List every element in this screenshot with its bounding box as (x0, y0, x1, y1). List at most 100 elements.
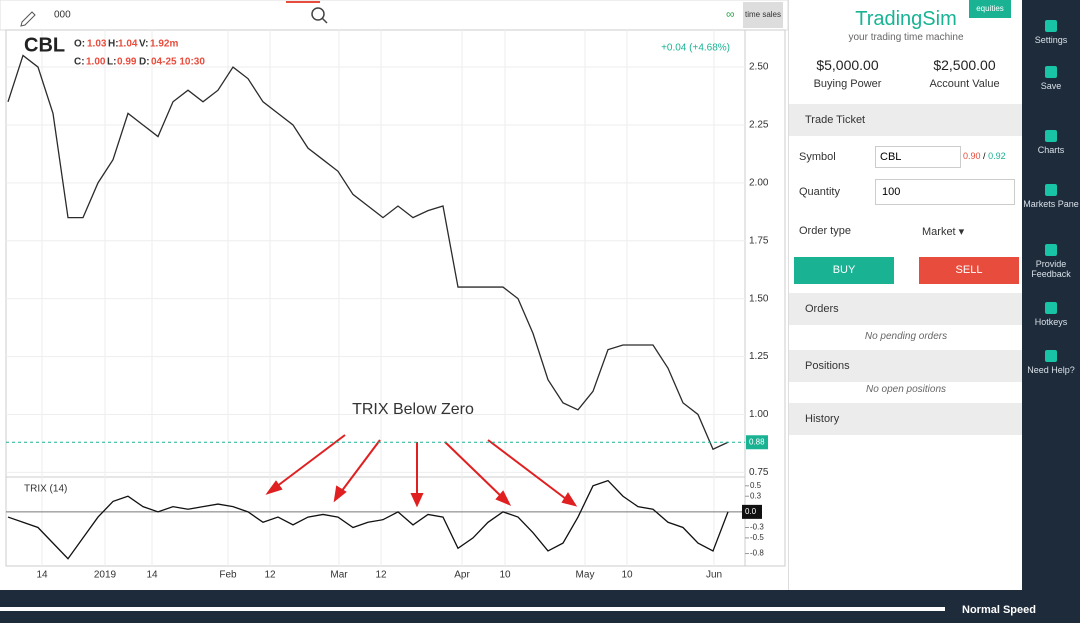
sidebar-label: Save (1040, 81, 1062, 91)
brand: TradingSim (855, 8, 957, 30)
x-tick-label: 10 (621, 570, 633, 581)
trix-tick-label: -0.3 (750, 523, 764, 532)
edit-icon[interactable] (20, 11, 36, 27)
section-title[interactable]: Orders (805, 303, 839, 315)
sidebar-icon (1045, 130, 1057, 142)
ohlc-label: O: (74, 39, 85, 50)
sidebar-icon (1045, 184, 1057, 196)
y-tick-label: 2.50 (749, 62, 769, 73)
empty-note: No open positions (865, 384, 947, 395)
trix-line (7, 479, 729, 560)
account-value: $2,500.00 (933, 57, 996, 73)
ohlc-label: D: (139, 57, 150, 68)
ohlc-label: V: (139, 39, 148, 50)
link-icon[interactable]: ∞ (726, 7, 735, 21)
y-tick-label: 2.25 (749, 120, 769, 131)
search-input[interactable]: 000 (54, 10, 71, 21)
trix-last-tag (742, 504, 762, 519)
ohlc-value: 1.92m (150, 39, 178, 50)
price-line (7, 54, 729, 451)
x-tick-label: May (576, 570, 595, 581)
x-tick-label: 12 (375, 570, 387, 581)
buying-power: $5,000.00 (816, 57, 879, 73)
x-tick-label: Feb (219, 570, 237, 581)
symbol-input[interactable]: CBL (875, 146, 961, 168)
price-change: +0.04 (+4.68%) (661, 43, 730, 54)
sidebar-item[interactable]: Hotkeys (1022, 302, 1080, 327)
ohlc-label: C: (74, 57, 85, 68)
y-tick-label: 1.50 (749, 293, 769, 304)
trix-tick-label: -0.5 (750, 533, 764, 542)
quantity-input[interactable]: 100 (875, 179, 1015, 205)
sidebar-icon (1045, 302, 1057, 314)
ohlc-value: 04-25 10:30 (151, 57, 205, 68)
x-tick-label: 14 (146, 570, 158, 581)
search-icon[interactable] (311, 7, 325, 21)
sidebar-item[interactable]: Save (1022, 66, 1080, 91)
separator: / (983, 151, 986, 161)
section-title[interactable]: History (805, 413, 840, 425)
section-title[interactable]: Trade Ticket (805, 114, 866, 126)
sell-button[interactable]: SELL (919, 257, 1019, 284)
annotation-arrows (265, 434, 578, 508)
sidebar-icon (1045, 244, 1057, 256)
quantity-label: Quantity (799, 186, 840, 198)
ask: 0.92 (988, 151, 1006, 161)
ohlc-label: H: (108, 39, 119, 50)
x-tick-label: Mar (330, 570, 348, 581)
bid: 0.90 (963, 151, 981, 161)
sidebar-icon (1045, 66, 1057, 78)
trix-tick-label: 0.5 (750, 481, 762, 490)
symbol-label: Symbol (799, 151, 836, 163)
y-tick-label: 1.25 (749, 351, 769, 362)
sidebar-label: Need Help? (1027, 365, 1075, 375)
footer: @qiuxincheng! Normal Speed (0, 573, 1080, 623)
account-value-label: Account Value (929, 78, 1000, 90)
order-type[interactable]: Market ▾ (922, 226, 965, 238)
sidebar: Settings Save Charts Markets Pane Provide Fe… (1022, 0, 1080, 590)
sidebar-label: Charts (1037, 145, 1065, 155)
y-tick-label: 0.75 (749, 467, 769, 478)
x-tick-label: Jun (706, 570, 722, 581)
section-title[interactable]: Positions (805, 360, 850, 372)
trix-tick-label: -0.8 (750, 549, 764, 558)
tagline: your trading time machine (848, 32, 964, 43)
watermark: @qiuxincheng! (890, 573, 990, 590)
sidebar-label: Provide Feedback (1031, 259, 1071, 279)
ohlc-label: L: (107, 57, 116, 68)
sidebar-item[interactable]: Provide Feedback (1022, 244, 1080, 279)
sidebar-icon (1045, 20, 1057, 32)
order-type-value[interactable]: Market (922, 226, 956, 238)
speed[interactable]: Normal Speed (962, 604, 1036, 616)
y-tick-label: 1.00 (749, 409, 769, 420)
ohlc-value: 1.04 (118, 39, 138, 50)
last-price-tag (746, 435, 768, 450)
sidebar-icon (1045, 350, 1057, 362)
x-tick-label: Apr (454, 570, 470, 581)
sidebar-item[interactable]: Markets Pane (1022, 184, 1080, 209)
trix-name: TRIX (14) (24, 484, 67, 495)
chart-area: 000 ∞ time sales CBL O: 1.03 H: 1.04 V: … (0, 0, 788, 581)
trix-last-label: 0.0 (745, 507, 757, 516)
y-tick-label: 1.75 (749, 235, 769, 246)
sidebar-item[interactable]: Settings (1022, 20, 1080, 45)
empty-note: No pending orders (864, 331, 948, 342)
x-tick-label: 2019 (94, 570, 117, 581)
ohlc-value: 1.03 (87, 39, 107, 50)
x-tick-label: 14 (36, 570, 48, 581)
trix-tick-label: 0.3 (750, 491, 762, 500)
side-panel: TradingSim equities your trading time ma… (788, 0, 1023, 590)
time-sales: time sales (745, 10, 781, 19)
last-price-label: 0.88 (749, 437, 765, 446)
annotation: TRIX Below Zero (352, 401, 474, 418)
time-sales-button[interactable] (743, 2, 783, 28)
y-tick-label: 2.00 (749, 178, 769, 189)
x-tick-label: 10 (499, 570, 511, 581)
buying-power-label: Buying Power (813, 78, 882, 90)
sidebar-item[interactable]: Charts (1022, 130, 1080, 155)
x-tick-label: 12 (264, 570, 276, 581)
sidebar-item[interactable]: Need Help? (1022, 350, 1080, 375)
ohlc-value: 1.00 (86, 57, 106, 68)
buy-button[interactable]: BUY (794, 257, 894, 284)
